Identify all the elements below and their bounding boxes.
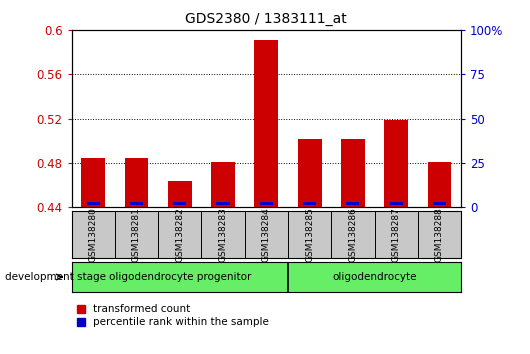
Bar <box>254 40 278 207</box>
Bar <box>384 120 408 207</box>
Bar <box>346 201 359 205</box>
Text: GSM138285: GSM138285 <box>305 207 314 262</box>
Text: GSM138281: GSM138281 <box>132 207 141 262</box>
Text: development stage: development stage <box>5 272 107 282</box>
Legend: transformed count, percentile rank within the sample: transformed count, percentile rank withi… <box>77 304 269 327</box>
Bar <box>303 201 316 205</box>
Bar <box>260 201 273 205</box>
Bar <box>173 201 187 205</box>
Bar <box>125 159 148 207</box>
Text: GSM138284: GSM138284 <box>262 207 271 262</box>
Bar <box>390 201 403 205</box>
Text: GSM138288: GSM138288 <box>435 207 444 262</box>
Text: GSM138280: GSM138280 <box>89 207 98 262</box>
Bar <box>216 201 229 205</box>
Bar <box>211 162 235 207</box>
Bar <box>433 201 446 205</box>
Bar <box>428 162 452 207</box>
Bar <box>168 181 192 207</box>
Text: GSM138286: GSM138286 <box>348 207 357 262</box>
Text: GSM138287: GSM138287 <box>392 207 401 262</box>
Text: GSM138282: GSM138282 <box>175 207 184 262</box>
Bar <box>130 201 143 205</box>
Bar <box>341 138 365 207</box>
Text: oligodendrocyte progenitor: oligodendrocyte progenitor <box>109 272 251 282</box>
Bar <box>81 159 105 207</box>
Title: GDS2380 / 1383111_at: GDS2380 / 1383111_at <box>186 12 347 26</box>
Text: GSM138283: GSM138283 <box>218 207 227 262</box>
Bar <box>298 138 322 207</box>
Bar <box>86 201 100 205</box>
Text: oligodendrocyte: oligodendrocyte <box>332 272 417 282</box>
